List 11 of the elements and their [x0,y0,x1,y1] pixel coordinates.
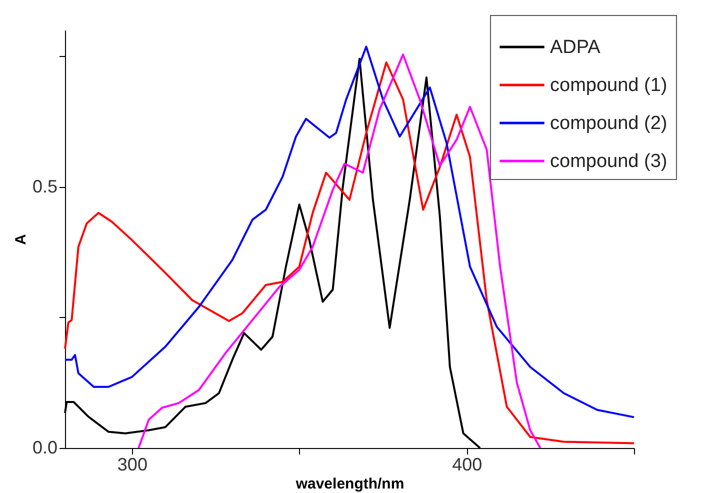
x-tick-label: 400 [452,454,482,474]
y-axis-title: A [12,234,30,245]
line-series [138,54,542,449]
x-tick-label: 300 [117,454,148,474]
x-axis-title: wavelength/nm [294,476,404,492]
legend-label: compound (3) [550,151,668,172]
y-tick-label: 0.0 [32,438,58,458]
legend-label: compound (2) [550,113,668,134]
legend-label: ADPA [550,37,601,58]
legend-label: compound (1) [550,75,668,96]
y-tick-label: 0.5 [32,176,58,196]
